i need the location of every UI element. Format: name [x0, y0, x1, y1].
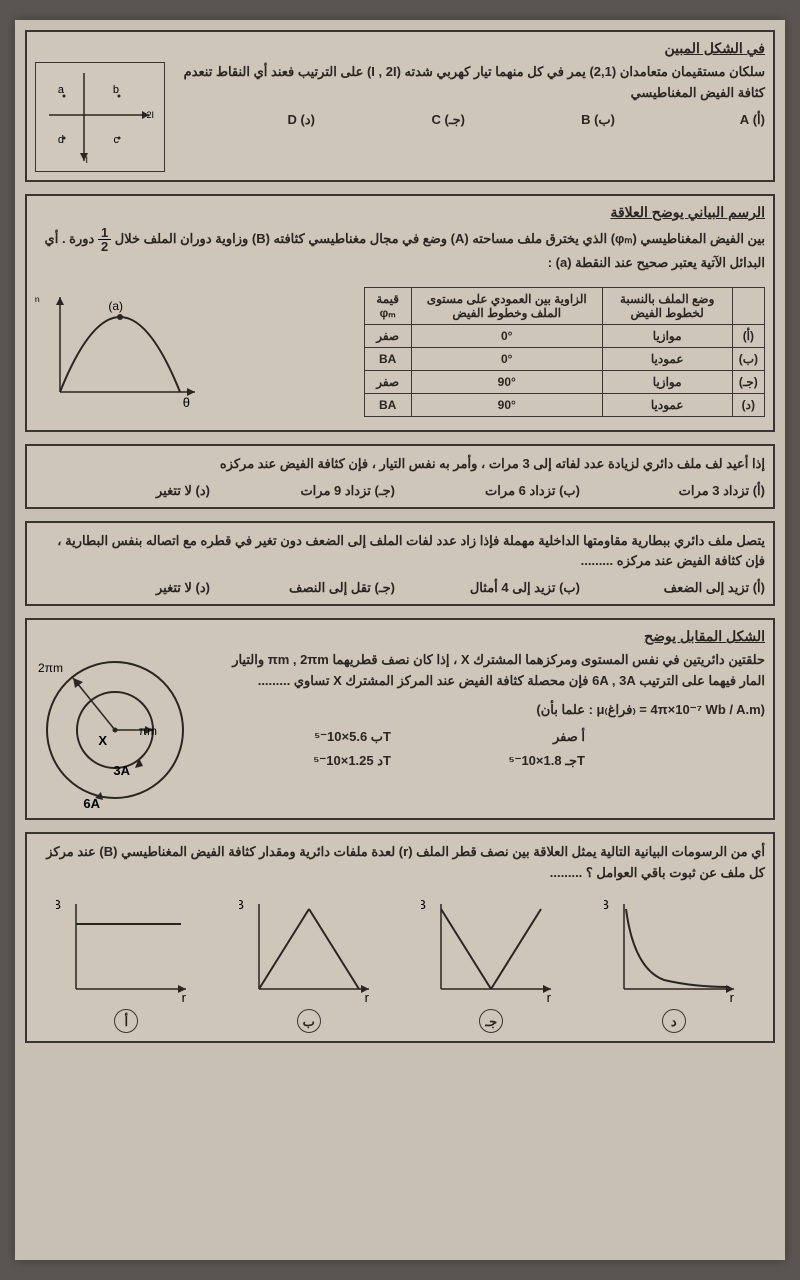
svg-text:B: B [239, 897, 244, 912]
question-5: الشكل المقابل يوضح X πm 2πm 3A 6A حلقتين… [25, 618, 775, 820]
q1-opt-b: (ب) B [475, 112, 615, 128]
q1-options: (أ) A (ب) B (جـ) C (د) D [175, 112, 765, 128]
q5-opt-d: د 1.25×10⁻⁵T [205, 753, 391, 769]
q2-fraction: 12 [98, 226, 111, 253]
q4-text: يتصل ملف دائري ببطارية مقاومتها الداخلية… [35, 531, 765, 573]
q3-opt-b: (ب) تزداد 6 مرات [405, 483, 580, 499]
svg-text:r: r [729, 990, 734, 1004]
q3-opt-d: (د) لا تتغير [35, 483, 210, 499]
q3-options: (أ) تزداد 3 مرات (ب) تزداد 6 مرات (جـ) ت… [35, 483, 765, 499]
svg-text:θ: θ [183, 395, 190, 410]
svg-text:2I: 2I [146, 110, 154, 120]
q2-header: الرسم البياني يوضح العلاقة [35, 204, 765, 221]
q1-opt-d: (د) D [175, 112, 315, 128]
q5-opt-b: ب 5.6×10⁻⁵T [205, 729, 391, 745]
q2-th2: الزاوية بين العمودي على مستوى الملف وخطو… [411, 287, 602, 324]
svg-text:r: r [182, 990, 187, 1004]
q2-graph: (a) φₘ θ [35, 282, 205, 412]
question-4: يتصل ملف دائري ببطارية مقاومتها الداخلية… [25, 521, 775, 607]
q3-text: إذا أعيد لف ملف دائري لزيادة عدد لفاته إ… [35, 454, 765, 475]
svg-text:φₘ: φₘ [35, 290, 40, 305]
question-3: إذا أعيد لف ملف دائري لزيادة عدد لفاته إ… [25, 444, 775, 509]
svg-text:B: B [421, 897, 426, 912]
svg-text:3A: 3A [113, 763, 130, 778]
svg-text:r: r [547, 990, 552, 1004]
q2-th1: وضع الملف بالنسبة لخطوط الفيض [602, 287, 732, 324]
q1-diagram: 2I I a b c d [35, 62, 165, 172]
question-2: الرسم البياني يوضح العلاقة بين الفيض الم… [25, 194, 775, 432]
q5-header: الشكل المقابل يوضح [35, 628, 765, 645]
svg-text:a: a [58, 84, 65, 96]
svg-text:2πm: 2πm [38, 661, 63, 675]
exam-page: في الشكل المبين 2I I a b c d سلكان مستقي… [15, 20, 785, 1260]
q6-graph-d: Br د [599, 894, 749, 1033]
q6-graph-c: Br جـ [416, 894, 566, 1033]
q3-opt-c: (جـ) تزداد 9 مرات [220, 483, 395, 499]
q5-opt-c: جـ 1.8×10⁻⁵T [399, 753, 585, 769]
q6-graphs: Br د Br جـ Br ب Br أ [35, 894, 765, 1033]
q2-text: بين الفيض المغناطيسي (φₘ) الذي يخترق ملف… [35, 226, 765, 274]
svg-text:X: X [98, 733, 107, 748]
q6-text: أي من الرسومات البيانية التالية يمثل الع… [35, 842, 765, 884]
q4-opt-a: (أ) تزيد إلى الضعف [590, 580, 765, 596]
svg-text:B: B [604, 897, 609, 912]
svg-text:c: c [114, 134, 120, 146]
q2-th3: قيمة φₘ [364, 287, 411, 324]
q5-options: أ صفر ب 5.6×10⁻⁵T جـ 1.8×10⁻⁵T د 1.25×10… [205, 729, 765, 769]
q6-label-a: أ [114, 1009, 138, 1033]
q2-text-1: بين الفيض المغناطيسي (φₘ) الذي يخترق ملف… [180, 231, 765, 246]
q4-opt-d: (د) لا تتغير [35, 580, 210, 596]
q4-options: (أ) تزيد إلى الضعف (ب) تزيد إلى 4 أمثال … [35, 580, 765, 596]
q2-table: وضع الملف بالنسبة لخطوط الفيض الزاوية بي… [364, 287, 766, 417]
q4-opt-c: (جـ) تقل إلى النصف [220, 580, 395, 596]
q3-opt-a: (أ) تزداد 3 مرات [590, 483, 765, 499]
q6-label-d: د [662, 1009, 686, 1033]
svg-text:d: d [58, 134, 64, 146]
question-6: أي من الرسومات البيانية التالية يمثل الع… [25, 832, 775, 1043]
question-1: في الشكل المبين 2I I a b c d سلكان مستقي… [25, 30, 775, 182]
q5-diagram: X πm 2πm 3A 6A [35, 650, 205, 810]
q4-opt-b: (ب) تزيد إلى 4 أمثال [405, 580, 580, 596]
q6-label-c: جـ [479, 1009, 503, 1033]
q6-graph-a: Br أ [51, 894, 201, 1033]
svg-text:B: B [56, 897, 61, 912]
svg-text:πm: πm [139, 724, 157, 738]
q1-opt-c: (جـ) C [325, 112, 465, 128]
svg-text:I: I [85, 155, 88, 165]
svg-text:r: r [364, 990, 369, 1004]
q5-opt-a: أ صفر [399, 729, 585, 745]
q1-header: في الشكل المبين [35, 40, 765, 57]
svg-text:b: b [113, 84, 119, 96]
q6-label-b: ب [297, 1009, 321, 1033]
q6-graph-b: Br ب [234, 894, 384, 1033]
svg-text:(a): (a) [108, 299, 123, 313]
q1-opt-a: (أ) A [625, 112, 765, 128]
